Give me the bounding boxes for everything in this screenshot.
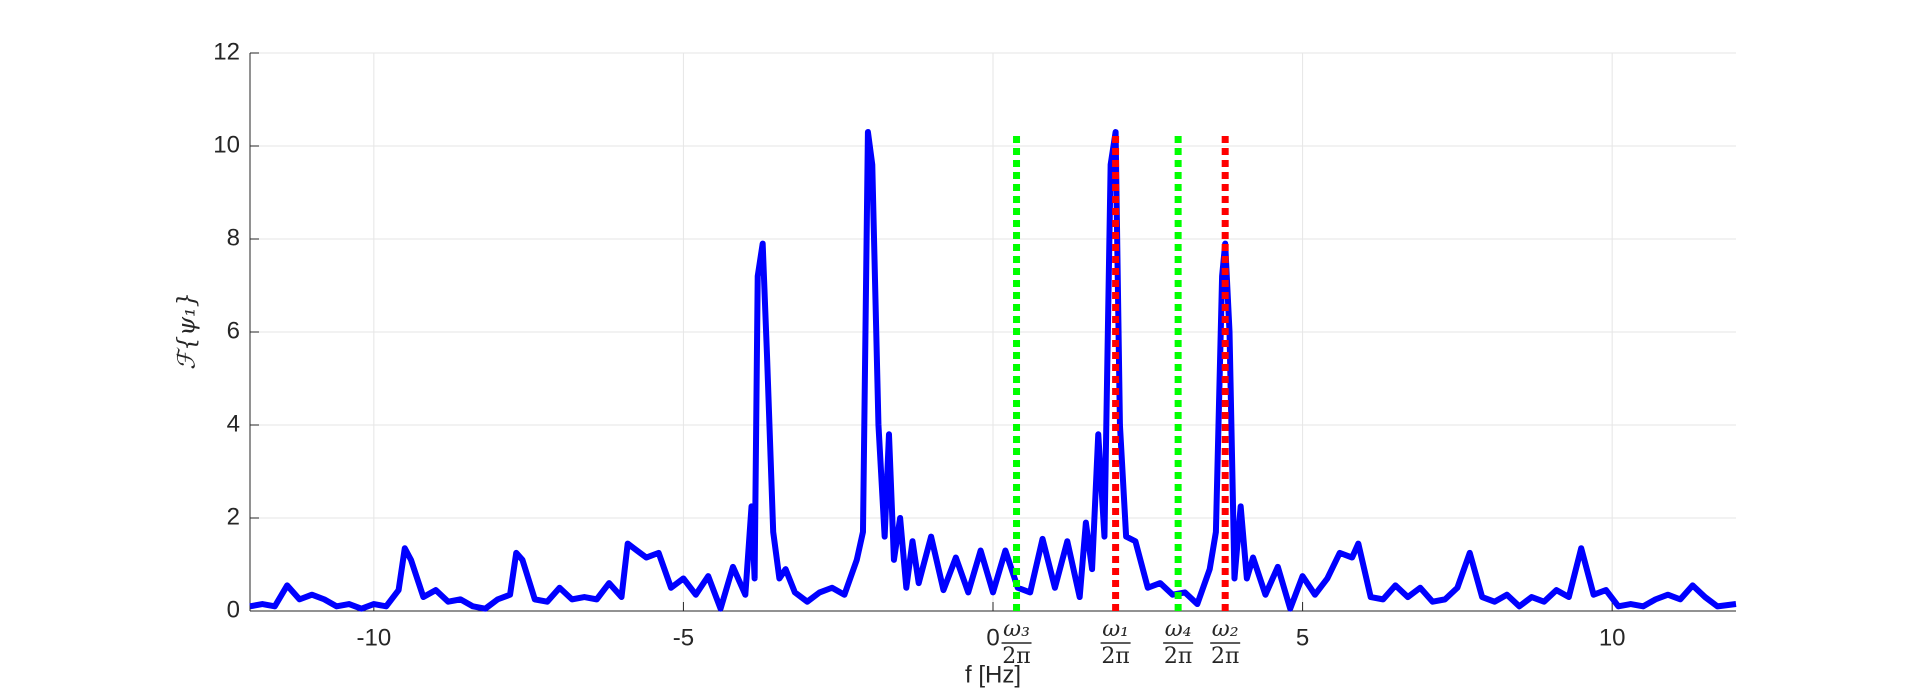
y-tick-label: 0 [227, 596, 240, 623]
x-tick-label: 5 [1296, 624, 1309, 651]
marker-denominator: 2π [1002, 644, 1030, 669]
x-tick-label: 0 [986, 624, 999, 651]
marker-denominator: 2π [1164, 644, 1192, 669]
marker-numerator: ω₂ [1212, 617, 1239, 642]
x-tick-label: -10 [356, 624, 391, 651]
x-axis-label: f [Hz] [965, 661, 1021, 688]
marker-denominator: 2π [1101, 644, 1129, 669]
marker-denominator: 2π [1211, 644, 1239, 669]
y-tick-label: 10 [213, 131, 240, 158]
y-tick-label: 2 [227, 503, 240, 530]
y-tick-label: 12 [213, 38, 240, 65]
x-tick-label: 10 [1599, 624, 1626, 651]
marker-numerator: ω₄ [1165, 617, 1192, 642]
y-tick-label: 6 [227, 317, 240, 344]
data-line [249, 129, 1737, 612]
marker-numerator: ω₁ [1102, 617, 1129, 642]
y-tick-label: 4 [227, 410, 240, 437]
marker-numerator: ω₃ [1003, 617, 1030, 642]
x-tick-label: -5 [673, 624, 694, 651]
y-tick-label: 8 [227, 224, 240, 251]
y-axis-label: ℱ{ψ₁} [173, 292, 201, 370]
